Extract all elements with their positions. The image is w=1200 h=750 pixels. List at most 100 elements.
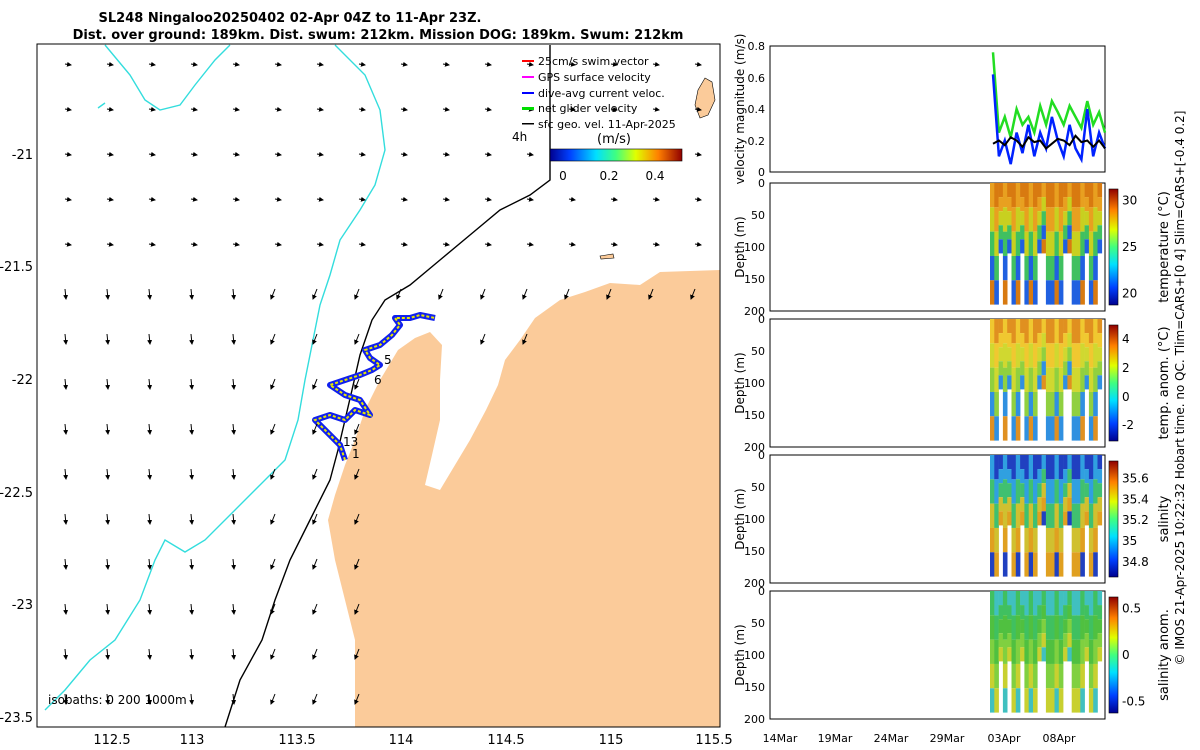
section-cell: [1050, 615, 1055, 640]
section-cell: [1084, 225, 1090, 240]
section-cell: [1097, 361, 1103, 376]
section-cell: [1054, 231, 1060, 256]
section-cell: [1011, 503, 1017, 528]
section-cell: [1007, 647, 1012, 662]
depth-tick: 150: [744, 545, 765, 558]
section-cell: [1058, 255, 1064, 281]
section-cell: [1080, 503, 1085, 528]
current-arrow: [274, 196, 282, 202]
map-y-ticks: -21 -21.5 -22 -22.5 -23 -23.5: [0, 148, 33, 726]
section-cell: [1045, 231, 1051, 256]
section-cell: [1028, 367, 1034, 392]
section-cell: [1076, 231, 1081, 256]
current-arrow: [480, 333, 486, 345]
map-x-ticks: 112.5 113 113.5 114 114.5 115 115.5: [93, 733, 732, 748]
section-cell: [1015, 207, 1021, 232]
velocity-lines: [991, 52, 1107, 165]
time-tick: 19Mar: [818, 732, 853, 745]
section-cell: [1015, 255, 1021, 281]
section-cell: [1041, 455, 1047, 470]
section-cell: [1007, 347, 1012, 362]
current-arrow: [231, 693, 237, 705]
section-cell: [1041, 647, 1047, 662]
section-cell: [1088, 615, 1094, 640]
current-arrow: [526, 196, 534, 202]
section-cell: [1020, 591, 1025, 606]
velocity-series-line: [992, 134, 1106, 150]
section-cell: [1071, 663, 1077, 689]
current-arrow: [270, 468, 276, 480]
current-arrow: [312, 558, 318, 570]
section-colorbar: [1108, 460, 1119, 578]
current-arrow: [316, 151, 324, 157]
section-cell: [1024, 183, 1029, 208]
section-cell: [1084, 347, 1090, 362]
section-cell: [1024, 207, 1029, 232]
section-cell: [1058, 391, 1064, 417]
section-cell: [1002, 255, 1008, 281]
current-arrow: [312, 378, 318, 390]
section-cell: [1028, 552, 1034, 577]
section-cell: [1028, 503, 1034, 528]
current-arrow: [442, 106, 450, 112]
section-cell: [998, 333, 1004, 348]
current-arrow: [64, 106, 72, 112]
current-arrow: [147, 288, 153, 300]
section-cell: [994, 231, 999, 256]
section-cell: [1058, 280, 1064, 305]
section-cell: [1041, 511, 1047, 526]
section-cell: [1024, 280, 1029, 305]
section-cell: [1015, 416, 1021, 441]
section-cell: [994, 663, 999, 689]
section-cell: [1071, 416, 1077, 441]
depth-tick: 150: [744, 681, 765, 694]
section-cell: [1037, 455, 1042, 470]
section-cell: [1028, 615, 1034, 640]
section-cell: [1020, 469, 1025, 484]
section-cell: [1067, 591, 1072, 606]
section-cell: [998, 239, 1004, 254]
section-cell: [1011, 615, 1017, 640]
time-tick: 29Mar: [930, 732, 965, 745]
cb-tick: 20: [1122, 286, 1137, 300]
current-arrow: [148, 106, 156, 112]
section-cell: [1015, 688, 1021, 713]
section-cell: [998, 647, 1004, 662]
section-cell: [1054, 391, 1060, 417]
current-arrow: [189, 603, 195, 615]
current-arrow: [270, 288, 276, 300]
current-arrow: [442, 61, 450, 67]
section-cell: [1028, 416, 1034, 441]
current-arrow: [442, 241, 450, 247]
depth-tick: 0: [758, 585, 765, 598]
section-cell: [1028, 688, 1034, 713]
section-cell: [1097, 497, 1103, 512]
section-cell: [1024, 319, 1029, 344]
current-arrow: [189, 558, 195, 570]
section-cell: [1054, 183, 1060, 208]
section-cell: [1045, 688, 1051, 713]
section-cell: [1054, 367, 1060, 392]
legend-sfc-geo: sfc geo. vel. 11-Apr-2025: [538, 118, 676, 131]
section-cell: [1076, 367, 1081, 392]
current-arrow: [63, 333, 69, 345]
section-cell: [1084, 497, 1090, 512]
section-cell: [1020, 197, 1025, 212]
section-cell: [1045, 527, 1051, 553]
section-cell: [998, 197, 1004, 212]
section-cell: [1002, 367, 1008, 392]
section-cell: [1024, 527, 1029, 553]
current-arrow: [64, 241, 72, 247]
current-arrow: [652, 241, 660, 247]
section-cell: [1015, 367, 1021, 392]
section-cell: [1071, 503, 1077, 528]
section-cell: [1007, 361, 1012, 376]
section-cell: [1071, 479, 1077, 504]
cb-tick: -0.5: [1122, 694, 1145, 708]
depth-tick: 150: [744, 409, 765, 422]
current-arrow: [568, 196, 576, 202]
section-cell: [1050, 416, 1055, 441]
section-cell: [1080, 639, 1085, 664]
section-cell: [1028, 207, 1034, 232]
section-cell: [1002, 591, 1008, 616]
